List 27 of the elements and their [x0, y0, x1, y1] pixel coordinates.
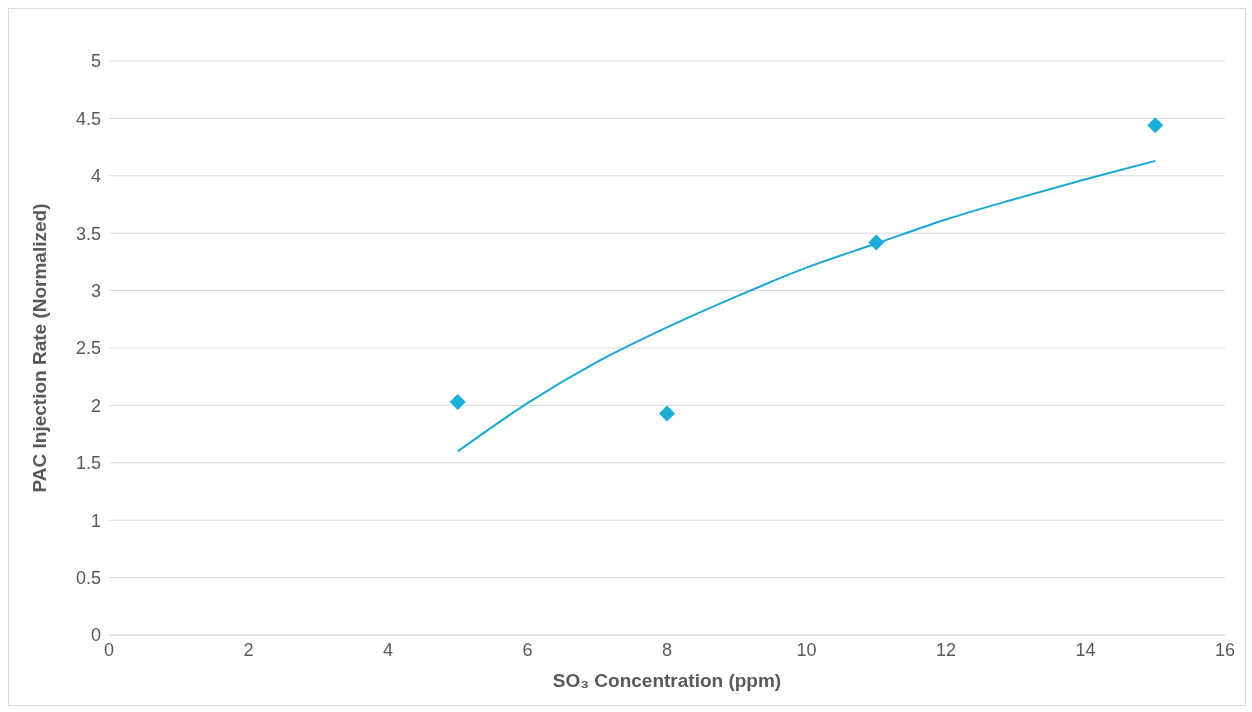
y-tick-label: 3 — [90, 280, 101, 301]
y-tick-label: 0 — [90, 625, 101, 646]
x-tick-label: 2 — [243, 639, 254, 660]
x-tick-label: 16 — [1214, 639, 1236, 660]
y-tick-label: 5 — [90, 51, 101, 72]
y-tick-label: 4.5 — [75, 108, 101, 129]
x-axis-title: SO₃ Concentration (ppm) — [552, 670, 782, 691]
y-tick-label: 2.5 — [75, 338, 101, 359]
point — [449, 393, 466, 410]
x-tick-label: 0 — [103, 639, 115, 660]
y-tick-label: 3.5 — [75, 223, 101, 244]
y-tick-label: 1.5 — [75, 453, 101, 474]
x-tick-label: 14 — [1075, 639, 1096, 660]
x-tick-label: 12 — [935, 639, 957, 660]
x-tick-label: 6 — [522, 639, 533, 660]
x-tick-label: 8 — [661, 639, 673, 660]
x-tick-label: 4 — [382, 639, 394, 660]
y-tick-label: 2 — [90, 395, 101, 416]
y-tick-label: 1 — [90, 510, 101, 531]
point — [659, 405, 675, 422]
y-tick-label: 4 — [90, 166, 101, 187]
point — [868, 234, 885, 251]
point — [1147, 117, 1164, 134]
y-tick-label: 0.5 — [75, 567, 101, 588]
line-series — [456, 159, 1157, 453]
x-tick-label: 10 — [796, 639, 817, 660]
y-axis-title: PAC Injection Rate (Normalized) — [28, 203, 50, 493]
